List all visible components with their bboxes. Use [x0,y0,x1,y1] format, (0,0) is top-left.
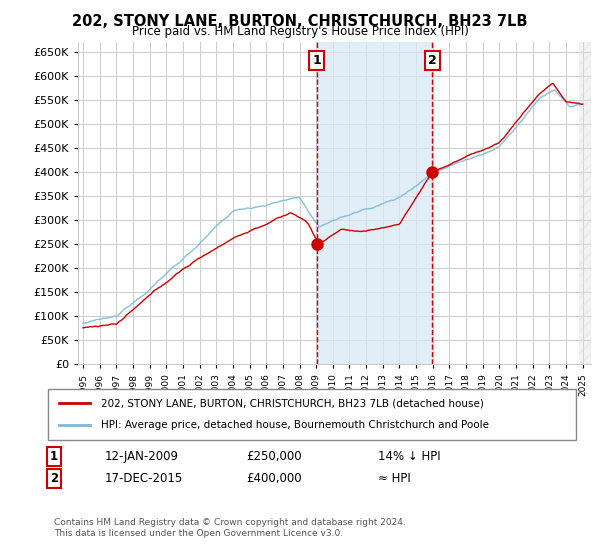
Bar [580,42,591,364]
Text: 17-DEC-2015: 17-DEC-2015 [105,472,183,486]
Bar [317,42,432,364]
Text: Contains HM Land Registry data © Crown copyright and database right 2024.
This d: Contains HM Land Registry data © Crown c… [54,518,406,538]
FancyBboxPatch shape [48,389,576,440]
Text: £400,000: £400,000 [246,472,302,486]
Text: HPI: Average price, detached house, Bournemouth Christchurch and Poole: HPI: Average price, detached house, Bour… [101,421,489,431]
Text: 14% ↓ HPI: 14% ↓ HPI [378,450,440,463]
Text: 2: 2 [50,472,58,486]
Text: 1: 1 [313,54,321,67]
Text: 202, STONY LANE, BURTON, CHRISTCHURCH, BH23 7LB (detached house): 202, STONY LANE, BURTON, CHRISTCHURCH, B… [101,398,484,408]
Text: Price paid vs. HM Land Registry's House Price Index (HPI): Price paid vs. HM Land Registry's House … [131,25,469,38]
Text: 202, STONY LANE, BURTON, CHRISTCHURCH, BH23 7LB: 202, STONY LANE, BURTON, CHRISTCHURCH, B… [72,14,528,29]
Text: £250,000: £250,000 [246,450,302,463]
Text: ≈ HPI: ≈ HPI [378,472,411,486]
Text: 2: 2 [428,54,436,67]
Text: 1: 1 [50,450,58,463]
Text: 12-JAN-2009: 12-JAN-2009 [105,450,179,463]
